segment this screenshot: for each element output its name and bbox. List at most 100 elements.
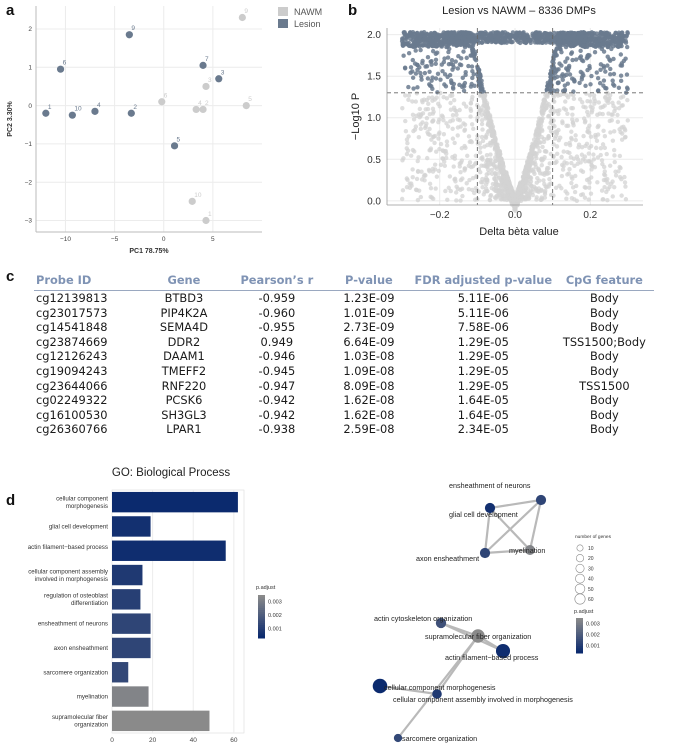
volcano-point xyxy=(408,65,414,70)
table-row: cg02249322 PCSK6 -0.942 1.62E-08 1.64E-05 Bod… xyxy=(34,393,654,408)
volcano-point xyxy=(544,31,550,37)
volcano-point xyxy=(424,121,429,126)
table-cell: cg23017573 xyxy=(36,305,108,320)
volcano-point xyxy=(484,160,489,165)
volcano-point xyxy=(456,39,461,44)
volcano-point xyxy=(582,185,587,190)
volcano-point xyxy=(608,130,613,135)
table-cell: DDR2 xyxy=(167,334,201,349)
volcano-point xyxy=(419,77,424,82)
volcano-point xyxy=(539,197,544,202)
volcano-point xyxy=(462,44,468,50)
volcano-point xyxy=(596,88,601,93)
volcano-point xyxy=(589,167,594,172)
volcano-point xyxy=(466,134,472,139)
colorbar-step xyxy=(576,639,583,642)
volcano-point xyxy=(597,80,603,86)
volcano-point xyxy=(525,191,530,196)
volcano-point xyxy=(535,175,540,181)
volcano-point xyxy=(599,188,605,193)
volcano-point xyxy=(460,75,465,81)
volcano-point xyxy=(601,63,606,69)
volcano-point xyxy=(624,44,630,50)
data-point xyxy=(68,111,76,119)
colorbar-step xyxy=(576,644,583,647)
volcano-point xyxy=(553,160,558,166)
table-cell: 7.58E-06 xyxy=(457,320,509,335)
volcano-point xyxy=(453,179,458,184)
volcano-point xyxy=(458,198,463,203)
volcano-point xyxy=(475,141,481,146)
volcano-point xyxy=(430,106,436,112)
volcano-point xyxy=(445,197,450,203)
volcano-point xyxy=(574,117,580,123)
volcano-point xyxy=(618,78,624,84)
volcano-point xyxy=(616,39,621,44)
bar xyxy=(112,662,129,683)
table-cell: 5.11E-06 xyxy=(457,291,509,305)
volcano-point xyxy=(534,155,539,161)
size-legend-circle xyxy=(575,573,585,584)
panel-letter-b: b xyxy=(348,2,358,19)
volcano-point xyxy=(438,77,443,82)
volcano-point xyxy=(612,83,617,88)
volcano-point xyxy=(619,137,625,142)
volcano-point xyxy=(596,100,602,105)
volcano-point xyxy=(621,58,627,64)
volcano-point xyxy=(477,82,483,88)
size-legend-circle xyxy=(574,583,586,594)
volcano-point xyxy=(547,161,552,166)
volcano-point xyxy=(575,161,580,167)
volcano-point xyxy=(470,49,475,54)
y-tick-label: 1.0 xyxy=(367,113,381,124)
category-label: supramolecular fiber xyxy=(52,714,108,721)
network-node-label: supramolecular fiber organization xyxy=(425,632,531,641)
volcano-point xyxy=(603,94,608,100)
volcano-point xyxy=(480,127,485,132)
network-edge xyxy=(484,499,542,554)
data-point xyxy=(91,107,99,115)
point-label: 4 xyxy=(97,102,101,109)
volcano-point xyxy=(590,34,595,39)
bar xyxy=(112,710,210,732)
volcano-point xyxy=(601,83,606,88)
volcano-point xyxy=(530,143,536,149)
volcano-point xyxy=(471,72,476,77)
volcano-point xyxy=(549,33,554,38)
network-node-label: axon ensheathment xyxy=(416,554,479,563)
volcano-point xyxy=(580,100,585,105)
volcano-point xyxy=(594,70,599,75)
volcano-point xyxy=(608,72,613,77)
volcano-point xyxy=(517,40,523,46)
colorbar-step xyxy=(258,631,265,635)
table-cell: cg02249322 xyxy=(36,393,108,408)
volcano-point xyxy=(432,97,438,102)
table-cell: -0.942 xyxy=(258,393,296,408)
volcano-point xyxy=(462,168,467,173)
volcano-point xyxy=(418,122,423,127)
x-tick-label: 0.2 xyxy=(583,210,597,221)
volcano-point xyxy=(619,63,625,68)
volcano-point xyxy=(425,55,431,60)
volcano-point xyxy=(578,192,584,198)
volcano-point xyxy=(434,44,439,49)
volcano-point xyxy=(601,128,606,134)
volcano-point xyxy=(567,150,572,156)
volcano-point xyxy=(605,63,610,68)
volcano-point xyxy=(444,143,450,148)
volcano-point xyxy=(568,92,574,97)
point-label: 3 xyxy=(221,69,225,76)
volcano-point xyxy=(444,96,450,101)
table-cell: LPAR1 xyxy=(166,422,202,437)
volcano-point xyxy=(489,133,495,139)
volcano-point xyxy=(569,135,574,141)
bar xyxy=(112,516,151,537)
colorbar-step xyxy=(576,642,583,645)
volcano-point xyxy=(544,87,550,92)
table-row: cg23874669 DDR2 0.949 6.64E-09 1.29E-05 TSS15… xyxy=(34,335,654,350)
volcano-point xyxy=(558,47,563,52)
panel-letter-a: a xyxy=(6,2,15,19)
volcano-point xyxy=(619,43,624,49)
volcano-point xyxy=(447,174,453,179)
category-label: morphogenesis xyxy=(66,503,108,510)
